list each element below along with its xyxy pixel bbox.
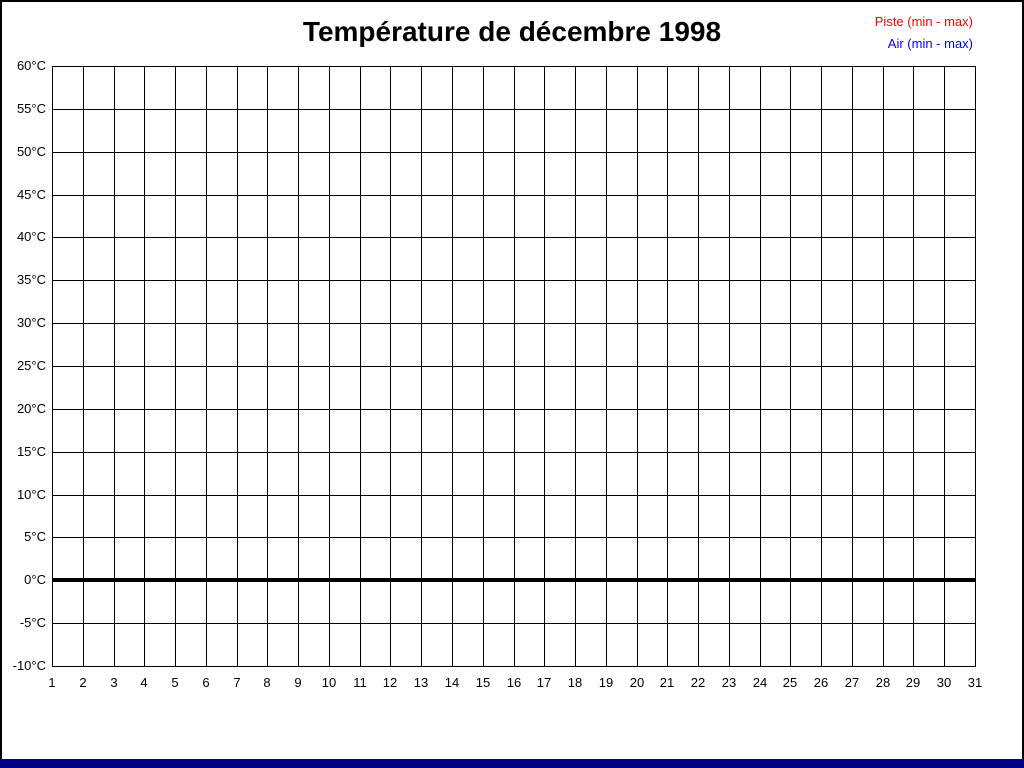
- x-tick-label: 24: [752, 675, 768, 690]
- gridline-horizontal: [52, 537, 976, 538]
- x-tick-label: 17: [536, 675, 552, 690]
- gridline-horizontal: [52, 237, 976, 238]
- legend-item-air: Air (min - max): [887, 36, 973, 51]
- x-tick-label: 23: [721, 675, 737, 690]
- gridline-horizontal: [52, 452, 976, 453]
- y-tick-label: 20°C: [16, 401, 46, 416]
- x-tick-label: 26: [813, 675, 829, 690]
- x-tick-label: 11: [353, 675, 367, 690]
- gridline-horizontal: [52, 323, 976, 324]
- y-tick-label: 35°C: [16, 272, 46, 287]
- x-tick-label: 8: [263, 675, 271, 690]
- y-tick-label: 15°C: [16, 444, 46, 459]
- x-tick-label: 30: [936, 675, 952, 690]
- x-tick-label: 28: [875, 675, 891, 690]
- y-tick-label: 25°C: [16, 358, 46, 373]
- x-tick-label: 3: [110, 675, 118, 690]
- gridline-horizontal: [52, 495, 976, 496]
- x-tick-label: 21: [659, 675, 675, 690]
- gridline-horizontal: [52, 409, 976, 410]
- x-tick-label: 4: [140, 675, 148, 690]
- legend-item-piste: Piste (min - max): [874, 14, 973, 29]
- zero-degree-line: [52, 578, 976, 582]
- x-tick-label: 16: [506, 675, 522, 690]
- x-tick-label: 9: [294, 675, 302, 690]
- x-tick-label: 12: [382, 675, 398, 690]
- y-tick-label: -5°C: [19, 615, 46, 630]
- gridline-horizontal: [52, 195, 976, 196]
- gridline-horizontal: [52, 366, 976, 367]
- x-tick-label: 7: [233, 675, 241, 690]
- gridline-horizontal: [52, 280, 976, 281]
- y-tick-label: -10°C: [12, 658, 46, 673]
- y-tick-label: 50°C: [16, 144, 46, 159]
- x-tick-label: 25: [782, 675, 798, 690]
- gridline-horizontal: [52, 109, 976, 110]
- x-tick-label: 13: [413, 675, 429, 690]
- x-tick-label: 22: [690, 675, 706, 690]
- y-tick-label: 10°C: [16, 487, 46, 502]
- x-tick-label: 20: [629, 675, 645, 690]
- x-tick-label: 29: [905, 675, 921, 690]
- bottom-bar: [0, 759, 1024, 768]
- x-tick-label: 2: [79, 675, 87, 690]
- x-tick-label: 1: [48, 675, 56, 690]
- y-tick-label: 40°C: [16, 229, 46, 244]
- x-tick-label: 18: [567, 675, 583, 690]
- y-tick-label: 60°C: [16, 58, 46, 73]
- y-tick-label: 5°C: [24, 529, 46, 544]
- gridline-horizontal: [52, 66, 976, 67]
- x-tick-label: 31: [967, 675, 983, 690]
- x-tick-label: 10: [321, 675, 337, 690]
- gridline-horizontal: [52, 623, 976, 624]
- y-tick-label: 45°C: [16, 187, 46, 202]
- x-tick-label: 27: [844, 675, 860, 690]
- x-tick-label: 15: [475, 675, 491, 690]
- x-tick-label: 6: [202, 675, 210, 690]
- y-tick-label: 55°C: [16, 101, 46, 116]
- x-tick-label: 19: [598, 675, 614, 690]
- gridline-horizontal: [52, 152, 976, 153]
- chart-legend: Piste (min - max) Air (min - max): [875, 11, 973, 55]
- plot-area: [52, 66, 976, 667]
- x-tick-label: 5: [171, 675, 179, 690]
- x-tick-label: 14: [444, 675, 460, 690]
- chart-title: Température de décembre 1998: [302, 16, 722, 47]
- y-tick-label: 0°C: [24, 572, 46, 587]
- y-tick-label: 30°C: [16, 315, 46, 330]
- gridline-horizontal: [52, 666, 976, 667]
